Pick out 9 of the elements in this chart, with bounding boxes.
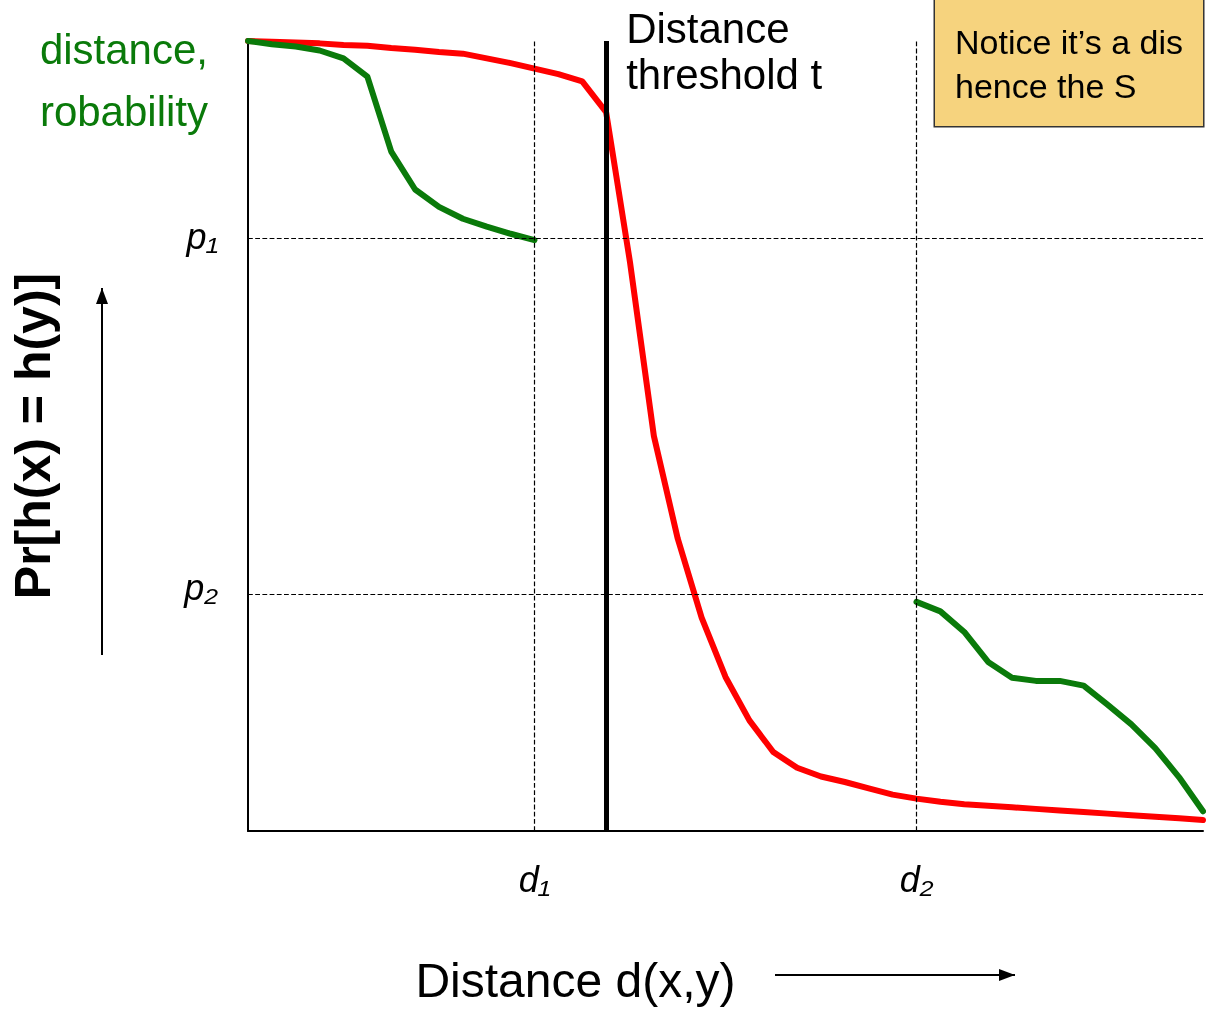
text: distance, robability	[39, 25, 208, 135]
x-axis-title: Distance d(x,y)	[415, 953, 736, 1007]
ref-line-label: p₂	[183, 567, 219, 609]
annotation: Distance threshold t	[626, 4, 823, 98]
y-axis-title: Pr[h(x) = h(y)]	[5, 272, 61, 600]
annotation: Notice it’s a dis hence the S	[955, 23, 1184, 105]
x-tick-label: d₁	[518, 858, 551, 900]
x-tick-label: d₂	[899, 858, 934, 900]
ref-line-label: p₁	[185, 215, 218, 257]
